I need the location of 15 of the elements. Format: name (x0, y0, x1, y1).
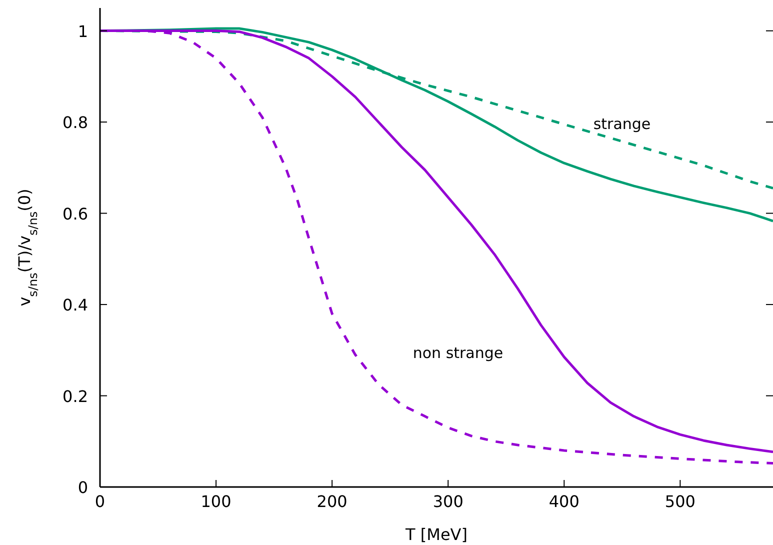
y-tick-label: 1 (78, 22, 88, 41)
x-tick-label: 500 (664, 492, 696, 511)
x-tick-label: 0 (94, 492, 106, 511)
y-tick-label: 0.6 (62, 204, 88, 224)
x-tick-label: 200 (316, 492, 348, 511)
y-tick-label: 0.2 (62, 386, 88, 406)
x-tick-label: 100 (200, 492, 232, 511)
annotation: non strange (412, 344, 504, 362)
y-tick-label: 0 (78, 478, 88, 497)
x-tick-label: 400 (548, 492, 580, 511)
x-tick-label: 300 (432, 492, 464, 511)
x-axis-title: T [MeV] (404, 525, 468, 544)
annotation: strange (593, 115, 651, 133)
y-tick-label: 0.8 (62, 113, 88, 132)
y-tick-label: 0.4 (62, 296, 88, 315)
